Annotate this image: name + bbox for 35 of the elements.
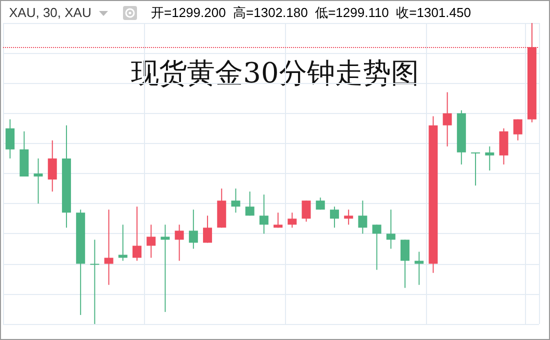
candlestick: [400, 239, 410, 288]
candlestick: [48, 140, 57, 192]
text: 开=1299.200: [151, 5, 226, 20]
candlestick: [302, 200, 311, 222]
candlestick: [146, 224, 156, 258]
text: 低=1299.110: [315, 5, 389, 20]
candlestick: [245, 191, 254, 216]
candlestick: [259, 194, 268, 234]
text: 高=1302.180: [233, 5, 308, 20]
candlestick: [188, 209, 198, 250]
candlestick: [174, 224, 184, 262]
candlestick: [288, 212, 297, 228]
candlestick: [330, 206, 339, 228]
candlestick: [104, 209, 114, 286]
candlestick: [485, 146, 494, 171]
candlestick: [414, 251, 424, 286]
candlestick: [274, 212, 283, 228]
candlestick: [386, 209, 396, 250]
candlestick: [344, 209, 354, 226]
candlestick: [231, 188, 240, 214]
candlestick: [90, 239, 100, 324]
candlestick: [34, 158, 43, 204]
candlestick: [471, 152, 480, 186]
candlestick: [203, 215, 212, 244]
candlestick: [358, 200, 368, 234]
candlestick: [372, 224, 382, 270]
candlestick: [118, 224, 128, 262]
text: 收=1301.450: [396, 5, 471, 20]
candlestick: [132, 206, 142, 262]
candlestick: [316, 197, 325, 210]
chart-subtitle: XAU, 30, XAU: [9, 5, 92, 20]
candlestick: [160, 224, 170, 312]
candlestick: [6, 118, 15, 159]
candlestick: [442, 92, 452, 147]
candlestick: [513, 118, 522, 141]
